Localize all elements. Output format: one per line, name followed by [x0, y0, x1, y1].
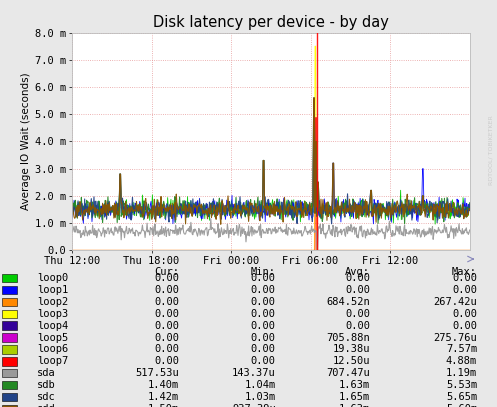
- Text: 0.00: 0.00: [154, 273, 179, 283]
- Text: 0.00: 0.00: [251, 273, 276, 283]
- Bar: [2, 345, 17, 354]
- Text: loop5: loop5: [37, 333, 69, 343]
- Text: sdb: sdb: [37, 380, 56, 390]
- Text: 5.60m: 5.60m: [446, 404, 477, 407]
- Text: 267.42u: 267.42u: [433, 297, 477, 307]
- Text: loop0: loop0: [37, 273, 69, 283]
- Text: loop4: loop4: [37, 321, 69, 330]
- Text: 143.37u: 143.37u: [232, 368, 276, 378]
- Text: 5.53m: 5.53m: [446, 380, 477, 390]
- Text: 684.52n: 684.52n: [327, 297, 370, 307]
- Text: 0.00: 0.00: [452, 309, 477, 319]
- Text: 0.00: 0.00: [154, 344, 179, 354]
- Bar: [2, 298, 17, 306]
- Text: 707.47u: 707.47u: [327, 368, 370, 378]
- Text: 0.00: 0.00: [154, 321, 179, 330]
- Bar: [2, 393, 17, 401]
- Text: 0.00: 0.00: [154, 333, 179, 343]
- Text: RDTOOL/ TOBIKETKER: RDTOOL/ TOBIKETKER: [488, 116, 493, 186]
- Text: 0.00: 0.00: [345, 273, 370, 283]
- Text: 0.00: 0.00: [251, 333, 276, 343]
- Text: 937.39u: 937.39u: [232, 404, 276, 407]
- Text: 1.63m: 1.63m: [339, 404, 370, 407]
- Text: loop3: loop3: [37, 309, 69, 319]
- Text: Min:: Min:: [251, 267, 276, 277]
- Text: loop7: loop7: [37, 357, 69, 366]
- Text: 0.00: 0.00: [345, 321, 370, 330]
- Y-axis label: Average IO Wait (seconds): Average IO Wait (seconds): [21, 72, 31, 210]
- Bar: [2, 322, 17, 330]
- Text: 0.00: 0.00: [345, 309, 370, 319]
- Text: 1.03m: 1.03m: [245, 392, 276, 402]
- Text: 0.00: 0.00: [251, 297, 276, 307]
- Text: 1.19m: 1.19m: [446, 368, 477, 378]
- Text: 0.00: 0.00: [251, 309, 276, 319]
- Text: loop2: loop2: [37, 297, 69, 307]
- Text: 0.00: 0.00: [345, 285, 370, 295]
- Bar: [2, 405, 17, 407]
- Text: sdc: sdc: [37, 392, 56, 402]
- Text: 19.38u: 19.38u: [333, 344, 370, 354]
- Text: 5.65m: 5.65m: [446, 392, 477, 402]
- Text: 0.00: 0.00: [154, 357, 179, 366]
- Bar: [2, 286, 17, 294]
- Text: 275.76u: 275.76u: [433, 333, 477, 343]
- Text: 0.00: 0.00: [452, 273, 477, 283]
- Bar: [2, 357, 17, 365]
- Text: Avg:: Avg:: [345, 267, 370, 277]
- Text: 1.04m: 1.04m: [245, 380, 276, 390]
- Text: 0.00: 0.00: [452, 321, 477, 330]
- Text: sdd: sdd: [37, 404, 56, 407]
- Text: 7.57m: 7.57m: [446, 344, 477, 354]
- Text: 0.00: 0.00: [154, 285, 179, 295]
- Text: 0.00: 0.00: [154, 309, 179, 319]
- Text: loop1: loop1: [37, 285, 69, 295]
- Text: loop6: loop6: [37, 344, 69, 354]
- Text: 517.53u: 517.53u: [135, 368, 179, 378]
- Text: sda: sda: [37, 368, 56, 378]
- Text: 1.40m: 1.40m: [148, 380, 179, 390]
- Text: Max:: Max:: [452, 267, 477, 277]
- Title: Disk latency per device - by day: Disk latency per device - by day: [153, 15, 389, 30]
- Text: 1.50m: 1.50m: [148, 404, 179, 407]
- Bar: [2, 381, 17, 389]
- Bar: [2, 333, 17, 342]
- Bar: [2, 274, 17, 282]
- Bar: [2, 310, 17, 318]
- Text: 0.00: 0.00: [251, 321, 276, 330]
- Text: 0.00: 0.00: [154, 297, 179, 307]
- Bar: [2, 369, 17, 377]
- Text: 1.63m: 1.63m: [339, 380, 370, 390]
- Text: 0.00: 0.00: [251, 285, 276, 295]
- Text: 4.88m: 4.88m: [446, 357, 477, 366]
- Text: 1.42m: 1.42m: [148, 392, 179, 402]
- Text: 705.88n: 705.88n: [327, 333, 370, 343]
- Text: 12.50u: 12.50u: [333, 357, 370, 366]
- Text: 0.00: 0.00: [452, 285, 477, 295]
- Text: 1.65m: 1.65m: [339, 392, 370, 402]
- Text: Cur:: Cur:: [154, 267, 179, 277]
- Text: 0.00: 0.00: [251, 357, 276, 366]
- Text: 0.00: 0.00: [251, 344, 276, 354]
